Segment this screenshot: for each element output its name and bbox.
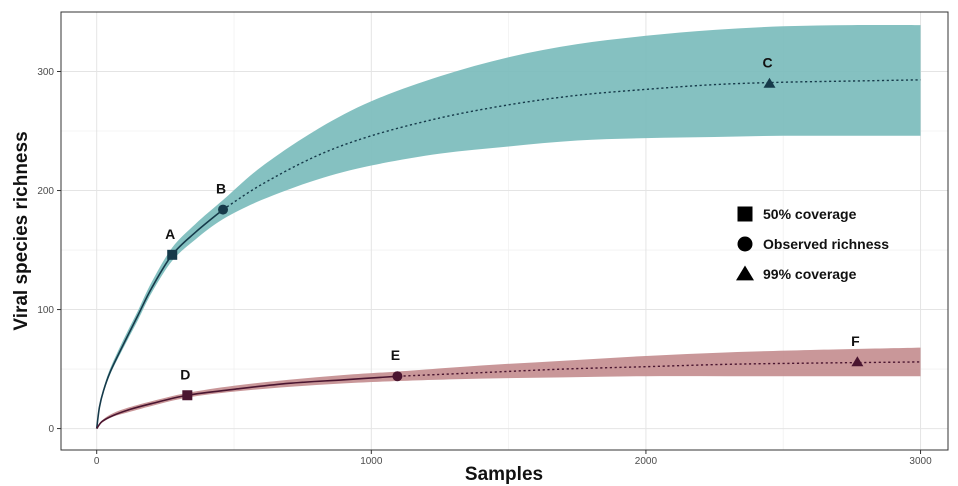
x-tick-label: 0	[94, 456, 100, 467]
x-axis-title: Samples	[465, 464, 543, 485]
marker-label-E: E	[391, 347, 400, 363]
legend-label: 99% coverage	[763, 266, 857, 282]
legend-triangle-key	[736, 265, 754, 281]
legend-circle-key	[737, 236, 753, 252]
observed-line	[96, 375, 399, 430]
coverage-marker-D	[182, 390, 193, 401]
confidence-band	[96, 347, 921, 429]
marker-label-B: B	[216, 181, 226, 197]
legend-label: 50% coverage	[763, 206, 857, 222]
y-tick-label: 100	[37, 305, 54, 316]
marker-label-F: F	[851, 333, 860, 349]
x-tick-label: 1000	[360, 456, 383, 467]
extrapolated-line	[222, 79, 921, 211]
y-tick-label: 300	[37, 67, 54, 78]
coverage-marker-C	[763, 77, 776, 88]
extrapolated-line	[398, 361, 921, 377]
y-axis-ticks: 0 100 200 300	[37, 67, 61, 435]
legend: 50% coverage Observed richness 99% coverag…	[736, 206, 889, 282]
coverage-markers	[167, 77, 864, 401]
plot-border	[60, 11, 949, 451]
coverage-marker-A	[167, 249, 178, 260]
observed-line	[95, 208, 224, 429]
coverage-marker-B	[218, 204, 229, 215]
marker-labels: A B C D E F	[165, 54, 860, 382]
confidence-bands	[96, 25, 921, 429]
marker-label-D: D	[180, 366, 190, 382]
series-lines	[95, 79, 921, 430]
marker-label-C: C	[762, 54, 772, 70]
x-axis-ticks: 0 1000 2000 3000	[94, 450, 932, 467]
coverage-marker-F	[851, 356, 864, 367]
marker-label-A: A	[165, 226, 175, 242]
legend-square-key	[737, 206, 753, 222]
y-tick-label: 200	[37, 186, 54, 197]
coverage-marker-E	[392, 371, 403, 382]
x-tick-label: 3000	[909, 456, 932, 467]
confidence-band	[96, 25, 921, 429]
y-axis-title: Viral species richness	[11, 131, 32, 330]
x-tick-label: 2000	[635, 456, 658, 467]
y-tick-label: 0	[48, 424, 54, 435]
legend-label: Observed richness	[763, 236, 889, 252]
